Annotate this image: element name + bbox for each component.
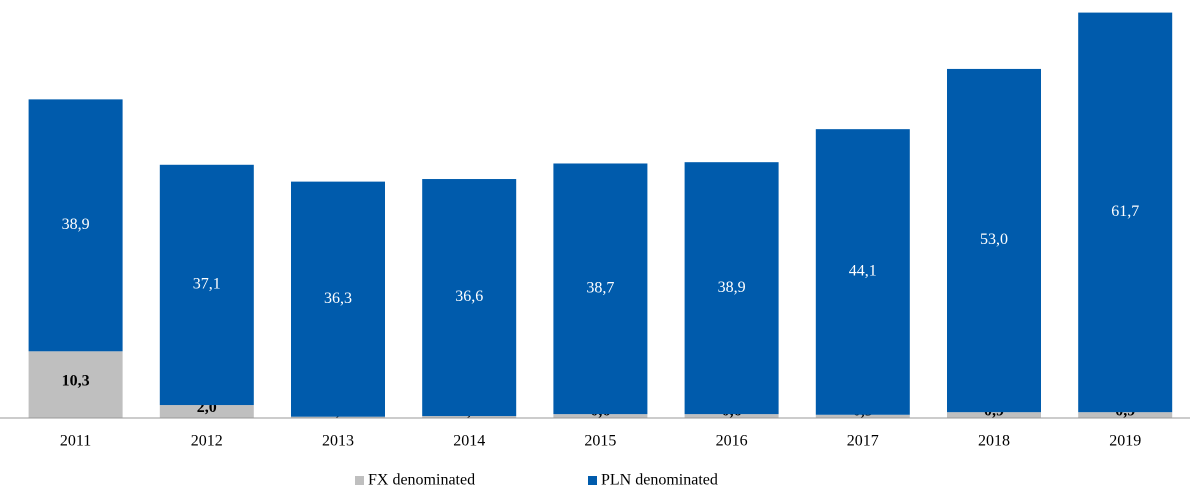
data-label: 10,3 [62, 372, 90, 389]
data-label: 53,0 [980, 231, 1008, 248]
legend-label: FX denominated [368, 472, 475, 489]
data-label: 37,1 [193, 276, 221, 293]
bar-segment [28, 99, 123, 352]
data-label: 38,9 [62, 216, 90, 233]
bar-segment [815, 414, 910, 418]
data-label: 38,9 [718, 279, 746, 296]
bar-segment [291, 181, 385, 417]
legend-swatch [355, 476, 364, 485]
bar-segment [28, 351, 123, 418]
x-tick-label: 2013 [322, 433, 354, 450]
bar-segment [422, 179, 517, 417]
data-label: 44,1 [849, 263, 877, 280]
x-tick-label: 2012 [191, 433, 223, 450]
data-label: 36,6 [455, 288, 483, 305]
x-tick-label: 2016 [716, 433, 748, 450]
bar-segment [815, 129, 910, 415]
bar-segment [1078, 12, 1173, 413]
x-tick-label: 2017 [847, 433, 879, 450]
bar-segment [684, 162, 779, 415]
x-tick-label: 2018 [978, 433, 1010, 450]
bar-segment [159, 405, 254, 418]
data-label: 36,3 [324, 290, 352, 307]
bar-segment [553, 414, 648, 418]
data-label: 38,7 [586, 279, 614, 296]
legend-label: PLN denominated [601, 472, 718, 489]
x-tick-label: 2011 [60, 433, 91, 450]
x-tick-label: 2014 [453, 433, 485, 450]
bar-segment [947, 68, 1041, 413]
bar-segment [422, 416, 517, 418]
x-tick-label: 2019 [1109, 433, 1141, 450]
x-tick-label: 2015 [584, 433, 616, 450]
bar-segment [291, 416, 385, 418]
legend-swatch [588, 476, 597, 485]
bar-segment [159, 164, 254, 406]
bar-segment [684, 414, 779, 418]
data-label: 61,7 [1111, 203, 1139, 220]
bar-segment [1078, 412, 1173, 418]
bar-segment [553, 163, 648, 415]
bar-segment [947, 412, 1041, 418]
